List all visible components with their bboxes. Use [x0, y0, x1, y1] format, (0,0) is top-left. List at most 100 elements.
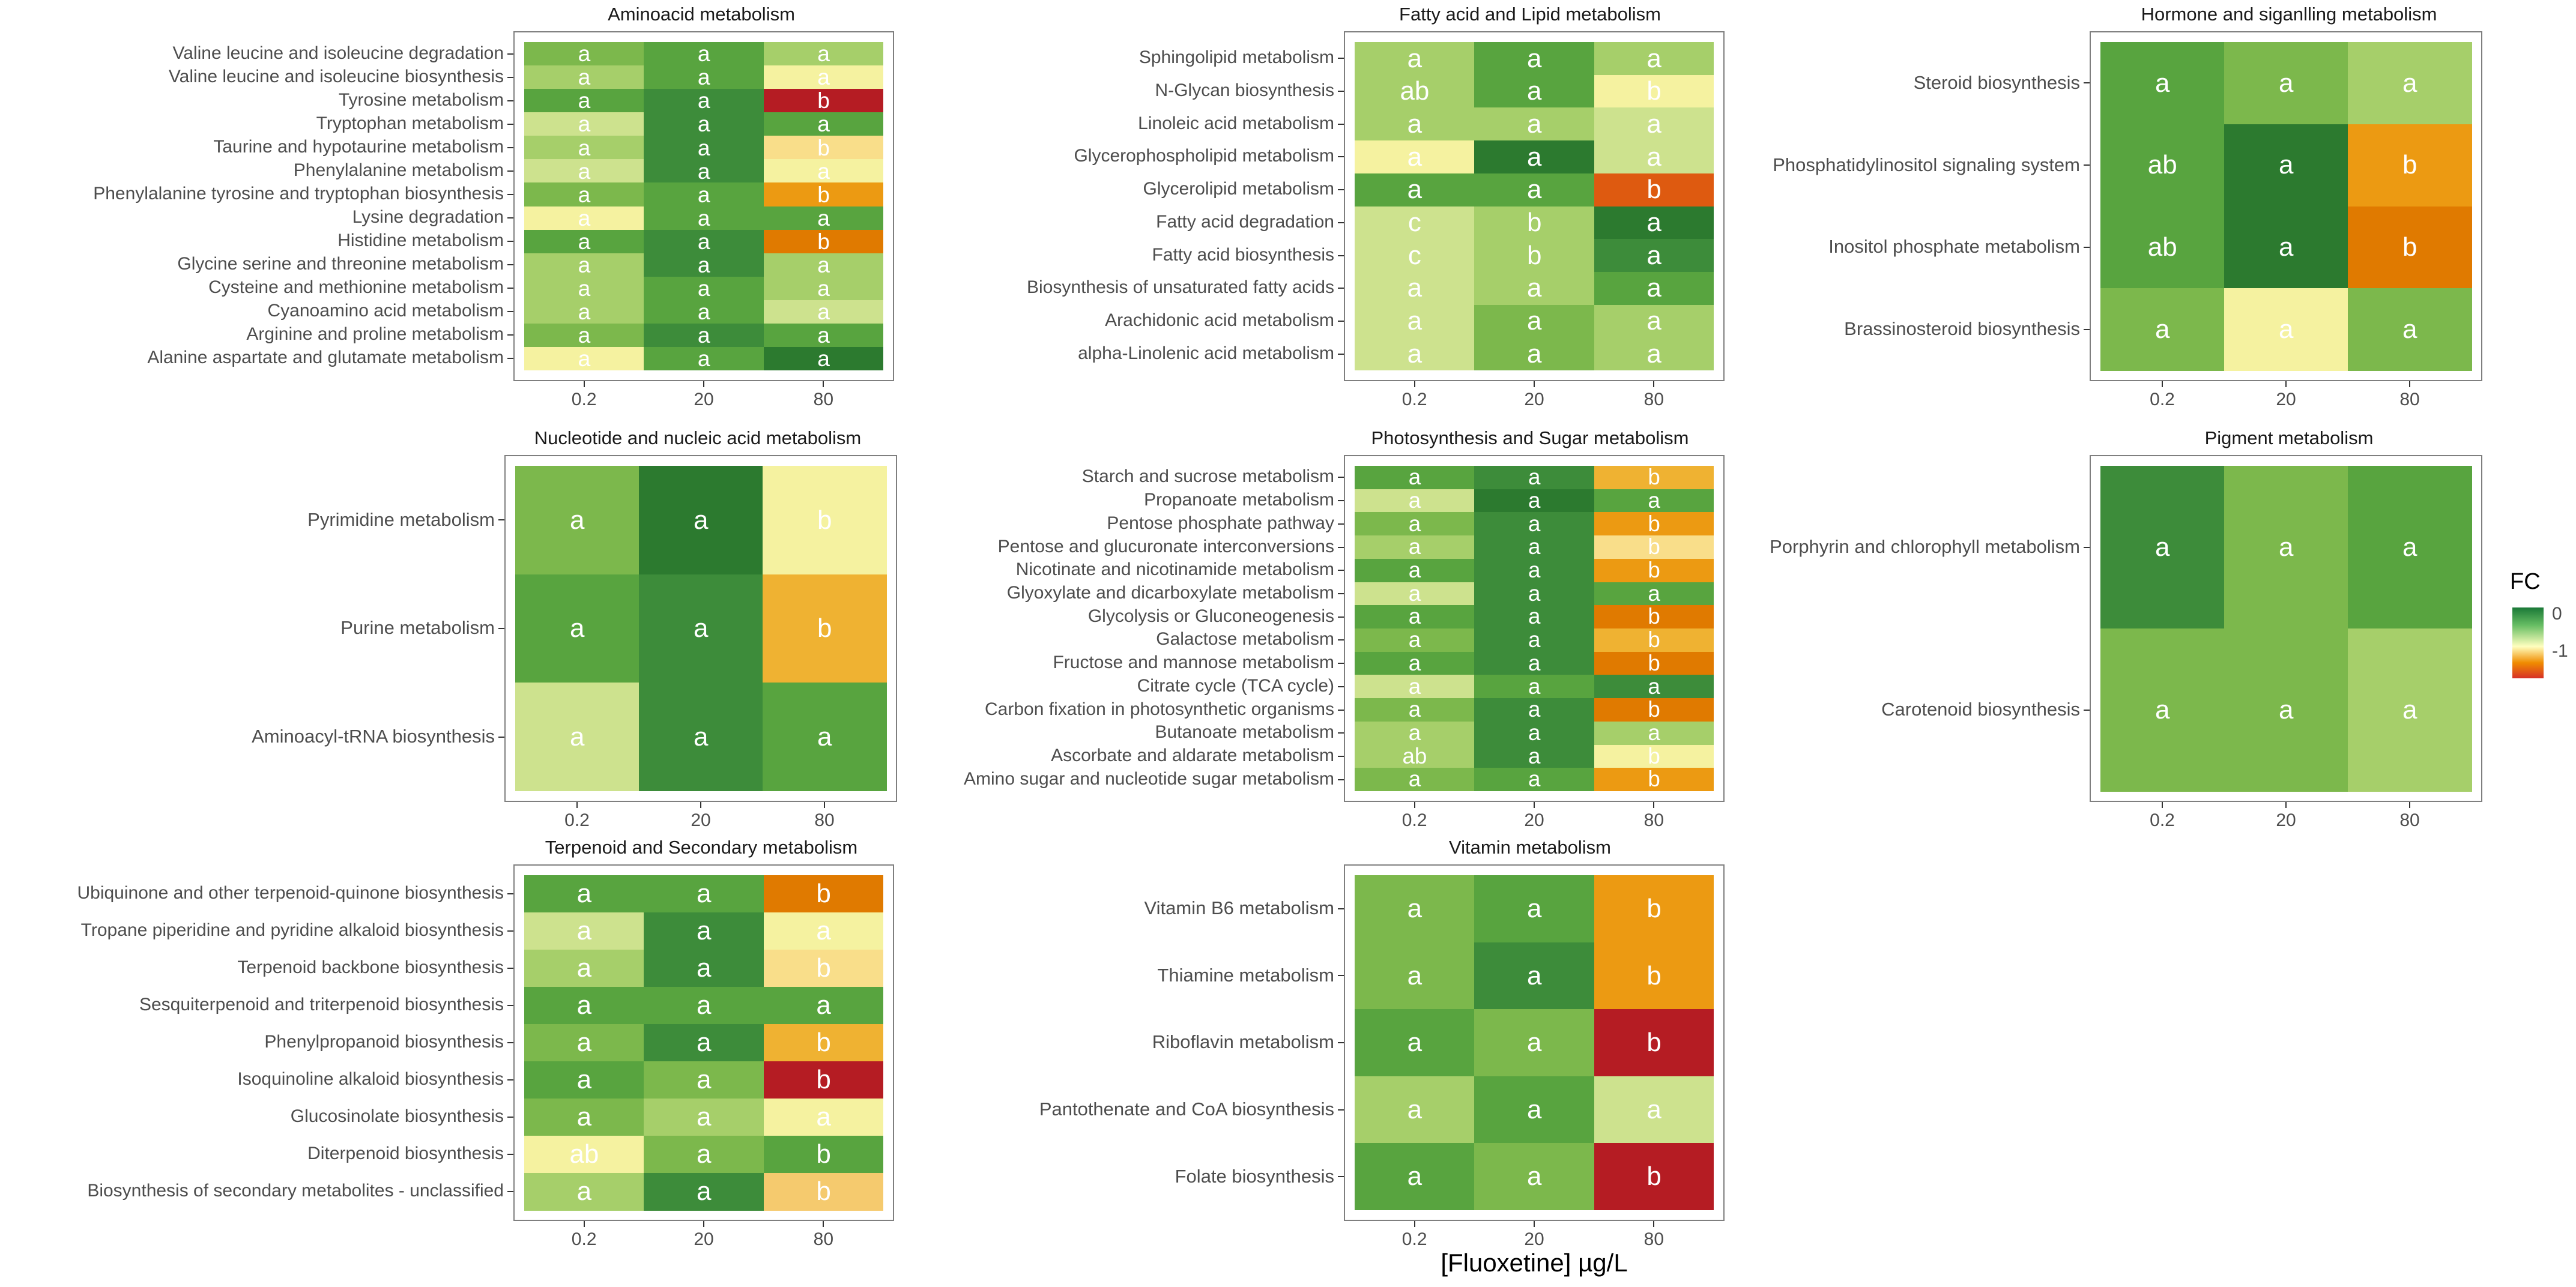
y-tick: [507, 1042, 513, 1043]
row-label: Diterpenoid biosynthesis: [307, 1144, 504, 1163]
heatmap-cell: b: [763, 182, 884, 206]
heatmap-cell: a: [1594, 489, 1714, 513]
row-label: Carbon fixation in photosynthetic organi…: [985, 699, 1334, 719]
panel-frame: [504, 455, 897, 802]
y-tick: [1338, 523, 1344, 525]
y-tick: [507, 1079, 513, 1081]
column-label: 20: [691, 810, 711, 830]
y-tick: [507, 76, 513, 78]
x-tick: [1534, 381, 1535, 387]
heatmap-cell: a: [524, 1024, 644, 1062]
y-tick: [1338, 91, 1344, 92]
y-tick: [507, 241, 513, 243]
heatmap-cell: a: [1474, 605, 1595, 629]
row-label: Fatty acid biosynthesis: [1152, 244, 1334, 265]
row-label: Brassinosteroid biosynthesis: [1844, 318, 2080, 340]
row-label: Pentose and glucuronate interconversions: [997, 536, 1334, 556]
row-label: Valine leucine and isoleucine biosynthes…: [168, 66, 504, 86]
y-tick: [2084, 546, 2090, 548]
heatmap-cell: b: [763, 950, 884, 987]
x-tick: [2409, 802, 2410, 808]
row-label: Glucosinolate biosynthesis: [290, 1106, 504, 1126]
panel-title: Hormone and siganlling metabolism: [2141, 4, 2437, 25]
row-label: Cysteine and methionine metabolism: [208, 277, 504, 298]
column-label: 0.2: [1401, 390, 1427, 409]
row-label: Biosynthesis of secondary metabolites - …: [87, 1181, 504, 1201]
heatmap-cell: a: [1355, 107, 1475, 141]
heatmap-cell: a: [1474, 721, 1595, 746]
heatmap-cell: a: [2224, 288, 2348, 371]
x-tick: [2162, 381, 2163, 387]
row-label: Purine metabolism: [340, 617, 495, 639]
y-tick: [1338, 1176, 1344, 1178]
heatmap-cell: a: [644, 875, 764, 913]
row-label: Lysine degradation: [352, 207, 504, 228]
heatmap-cell: a: [644, 1024, 764, 1062]
y-tick: [507, 288, 513, 289]
y-tick: [1338, 156, 1344, 158]
panel-frame: [2090, 455, 2482, 802]
row-label: Steroid biosynthesis: [1913, 71, 2080, 93]
x-tick: [824, 802, 825, 808]
heatmap-cell: a: [1594, 140, 1714, 174]
y-tick: [1338, 1109, 1344, 1111]
column-label: 0.2: [1401, 810, 1427, 830]
heatmap-cell: b: [1594, 698, 1714, 722]
heatmap-cell: a: [644, 1136, 764, 1174]
heatmap-cell: a: [644, 1173, 764, 1211]
row-label: Cyanoamino acid metabolism: [267, 301, 504, 321]
heatmap-cell: a: [1355, 512, 1475, 536]
x-tick: [583, 1221, 585, 1227]
panel-title: Fatty acid and Lipid metabolism: [1399, 4, 1661, 25]
y-tick: [1338, 320, 1344, 322]
column-label: 0.2: [571, 390, 597, 409]
y-tick: [507, 264, 513, 266]
y-tick: [1338, 222, 1344, 223]
y-tick: [2084, 82, 2090, 84]
heatmap-cell: a: [644, 253, 764, 277]
heatmap-cell: a: [1355, 628, 1475, 653]
heatmap-cell: a: [644, 346, 764, 371]
heatmap-cell: a: [763, 912, 884, 950]
heatmap-cell: a: [1474, 582, 1595, 606]
heatmap-cell: a: [1474, 74, 1595, 108]
column-label: 80: [813, 1229, 834, 1249]
y-tick: [507, 217, 513, 219]
heatmap-cell: b: [763, 466, 887, 575]
row-label: Phenylpropanoid biosynthesis: [264, 1032, 504, 1052]
heatmap-cell: a: [644, 987, 764, 1025]
heatmap-cell: b: [2348, 124, 2472, 206]
row-label: Glycolysis or Gluconeogenesis: [1087, 606, 1334, 626]
panel-frame: [513, 864, 894, 1221]
y-tick: [1338, 1042, 1344, 1043]
row-label: Tyrosine metabolism: [338, 89, 504, 110]
heatmap-cell: a: [1355, 768, 1475, 792]
heatmap-cell: ab: [2100, 206, 2225, 289]
y-tick: [498, 519, 504, 521]
heatmap-cell: a: [644, 182, 764, 206]
y-tick: [1338, 908, 1344, 909]
heatmap-cell: a: [1474, 466, 1595, 490]
heatmap-cell: a: [1355, 271, 1475, 306]
heatmap-cell: a: [644, 912, 764, 950]
heatmap-cell: a: [2224, 42, 2348, 125]
y-tick: [1338, 975, 1344, 977]
legend: FC 0 -1: [2510, 569, 2570, 683]
heatmap-cell: a: [524, 276, 644, 301]
heatmap-cell: a: [1355, 875, 1475, 943]
row-label: N-Glycan biosynthesis: [1155, 80, 1334, 101]
heatmap-cell: a: [1355, 942, 1475, 1010]
heatmap-cell: a: [524, 65, 644, 89]
row-label: Tropane piperidine and pyridine alkaloid…: [80, 920, 504, 940]
heatmap-cell: a: [644, 112, 764, 136]
y-tick: [1338, 288, 1344, 289]
heatmap-cell: a: [1474, 42, 1595, 76]
row-label: Vitamin B6 metabolism: [1144, 897, 1334, 919]
column-label: 80: [2399, 390, 2420, 409]
heatmap-cell: a: [524, 323, 644, 348]
heatmap-cell: b: [1594, 512, 1714, 536]
y-tick: [507, 53, 513, 55]
heatmap-cell: b: [1594, 628, 1714, 653]
heatmap-cell: a: [1355, 558, 1475, 583]
heatmap-cell: a: [1355, 605, 1475, 629]
